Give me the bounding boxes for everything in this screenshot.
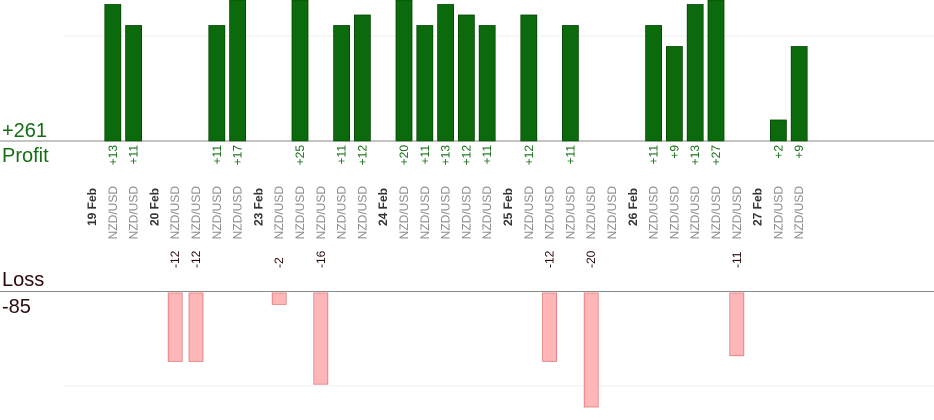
- pair-label: NZD/USD: [667, 186, 681, 240]
- pair-label: NZD/USD: [168, 186, 182, 240]
- profit-bar: [478, 25, 496, 142]
- profit-bar: [686, 4, 704, 142]
- profit-bar: [437, 4, 455, 142]
- profit-bar: [104, 4, 122, 142]
- profit-label: Profit: [2, 145, 49, 167]
- profit-total: +261: [2, 120, 48, 142]
- loss-value-label: -11: [730, 251, 744, 268]
- pair-label: NZD/USD: [355, 186, 369, 240]
- profit-bar: [291, 0, 309, 142]
- profit-bar: [416, 25, 434, 142]
- profit-bar: [229, 0, 247, 142]
- pair-label: NZD/USD: [730, 186, 744, 240]
- pair-label: NZD/USD: [272, 186, 286, 240]
- date-label: 19 Feb: [85, 188, 99, 226]
- loss-bar: [271, 292, 287, 305]
- profit-value-label: +9: [667, 145, 681, 159]
- profit-value-label: +11: [647, 145, 661, 165]
- profit-value-label: +2: [771, 145, 785, 159]
- pair-label: NZD/USD: [459, 186, 473, 240]
- profit-bar: [562, 25, 579, 142]
- loss-total: -85: [2, 296, 31, 318]
- profit-value-label: +11: [563, 145, 577, 165]
- profit-value-label: +20: [397, 145, 411, 166]
- date-label: 24 Feb: [376, 188, 390, 226]
- pair-label: NZD/USD: [792, 186, 806, 240]
- date-label: 23 Feb: [251, 188, 265, 226]
- date-label: 27 Feb: [751, 188, 765, 226]
- profit-bar: [707, 0, 725, 142]
- profit-value-label: +12: [522, 145, 536, 166]
- pair-label: NZD/USD: [605, 186, 619, 240]
- pair-label: NZD/USD: [439, 186, 453, 240]
- pair-label: NZD/USD: [127, 186, 141, 240]
- pair-label: NZD/USD: [709, 186, 723, 240]
- date-label: 25 Feb: [501, 188, 515, 226]
- profit-value-label: +12: [459, 145, 473, 166]
- pair-label: NZD/USD: [210, 186, 224, 240]
- pair-label: NZD/USD: [543, 186, 557, 240]
- profit-bar: [395, 0, 413, 142]
- profit-bar: [208, 25, 226, 142]
- profit-bar: [790, 46, 808, 142]
- pair-label: NZD/USD: [189, 186, 203, 240]
- loss-value-label: -20: [584, 250, 598, 268]
- profit-bar: [125, 25, 142, 142]
- profit-bar: [645, 25, 662, 142]
- loss-bar: [313, 292, 329, 385]
- pair-label: NZD/USD: [106, 186, 120, 240]
- profit-value-label: +11: [210, 145, 224, 165]
- profit-value-label: +11: [127, 145, 141, 165]
- pair-label: NZD/USD: [231, 186, 245, 240]
- profit-bar: [353, 14, 371, 142]
- pair-label: NZD/USD: [522, 186, 536, 240]
- pair-label: NZD/USD: [293, 186, 307, 240]
- profit-value-label: +11: [418, 145, 432, 165]
- profit-value-label: +11: [480, 145, 494, 165]
- loss-label: Loss: [2, 269, 45, 291]
- pair-label: NZD/USD: [647, 186, 661, 240]
- profit-value-label: +17: [231, 145, 245, 166]
- profit-bar: [457, 14, 475, 142]
- pair-label: NZD/USD: [335, 186, 349, 240]
- loss-value-label: -12: [189, 250, 203, 268]
- pair-label: NZD/USD: [314, 186, 328, 240]
- loss-value-label: -16: [314, 250, 328, 268]
- profit-value-label: +11: [335, 145, 349, 165]
- loss-bar: [729, 292, 745, 357]
- profit-value-label: +13: [439, 145, 453, 166]
- profit-bar: [520, 14, 538, 142]
- pair-label: NZD/USD: [480, 186, 494, 240]
- pair-label: NZD/USD: [397, 186, 411, 240]
- profit-value-label: +27: [709, 145, 723, 166]
- loss-value-label: -12: [543, 250, 557, 268]
- date-label: 20 Feb: [147, 188, 161, 226]
- profit-value-label: +12: [355, 145, 369, 166]
- pair-label: NZD/USD: [688, 186, 702, 240]
- date-label: 26 Feb: [626, 188, 640, 226]
- pair-label: NZD/USD: [418, 186, 432, 240]
- profit-value-label: +9: [792, 145, 806, 159]
- loss-bar: [583, 292, 599, 408]
- pair-label: NZD/USD: [584, 186, 598, 240]
- loss-value-label: -12: [168, 250, 182, 268]
- loss-bar: [188, 292, 204, 362]
- bars-group: [104, 0, 808, 408]
- profit-bar: [770, 119, 787, 142]
- loss-bar: [542, 292, 557, 362]
- profit-bar: [333, 25, 351, 142]
- profit-value-label: +13: [688, 145, 702, 166]
- loss-value-label: -2: [272, 257, 286, 268]
- pair-label: NZD/USD: [563, 186, 577, 240]
- profit-value-label: +25: [293, 145, 307, 166]
- loss-bar: [167, 292, 183, 362]
- pair-label: NZD/USD: [771, 186, 785, 240]
- profit-bar: [666, 46, 683, 142]
- profit-value-label: +13: [106, 145, 120, 166]
